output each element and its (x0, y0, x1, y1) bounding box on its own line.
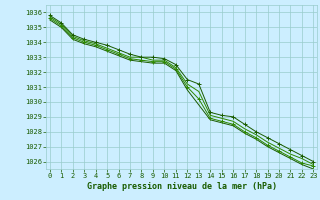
X-axis label: Graphe pression niveau de la mer (hPa): Graphe pression niveau de la mer (hPa) (87, 182, 276, 191)
